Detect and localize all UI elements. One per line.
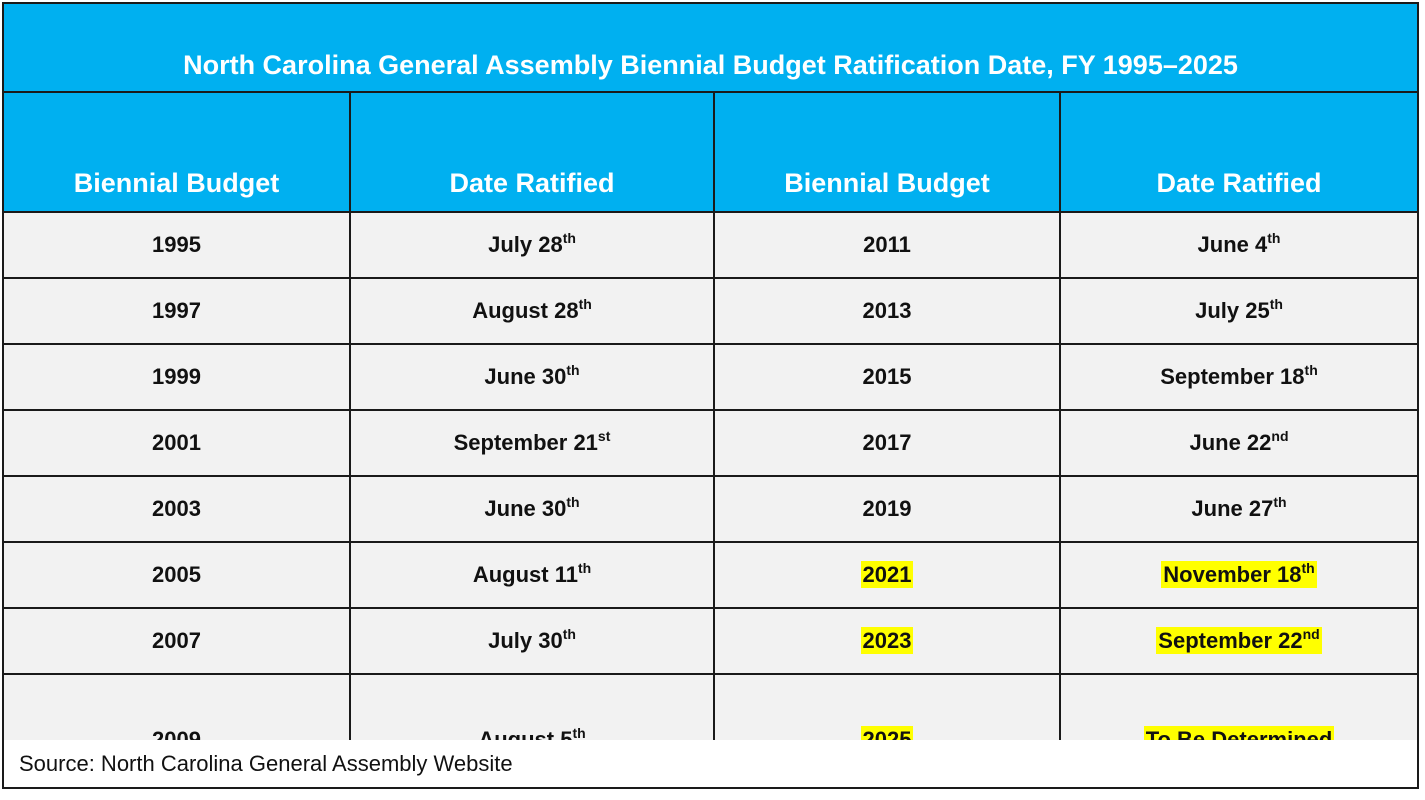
budget-year-cell: 2015 (713, 343, 1061, 411)
date-ratified-cell: June 30th (349, 475, 715, 543)
date-ratified-cell: August 11th (349, 541, 715, 609)
budget-year-cell: 2011 (713, 211, 1061, 279)
date-ratified-cell-highlighted: November 18th (1059, 541, 1417, 609)
budget-year-cell: 1999 (4, 343, 351, 411)
table-row: 2007 July 30th 2023 September 22nd (4, 607, 1417, 675)
table-row: 1999 June 30th 2015 September 18th (4, 343, 1417, 411)
date-ratified-cell: July 30th (349, 607, 715, 675)
budget-table: Biennial Budget Date Ratified Biennial B… (4, 93, 1417, 765)
header-biennial-budget-left: Biennial Budget (4, 93, 351, 213)
table-row: 2001 September 21st 2017 June 22nd (4, 409, 1417, 477)
date-ratified-cell-highlighted: September 22nd (1059, 607, 1417, 675)
budget-year-cell-highlighted: 2021 (713, 541, 1061, 609)
highlight-mark: September 22nd (1156, 626, 1322, 654)
highlight-mark: 2023 (860, 627, 914, 654)
source-note: Source: North Carolina General Assembly … (4, 740, 1417, 787)
budget-year-cell: 2007 (4, 607, 351, 675)
budget-year-cell: 2013 (713, 277, 1061, 345)
date-ratified-cell: September 18th (1059, 343, 1417, 411)
table-title: North Carolina General Assembly Biennial… (4, 4, 1417, 93)
budget-year-cell-highlighted: 2023 (713, 607, 1061, 675)
budget-year-cell: 2017 (713, 409, 1061, 477)
budget-year-cell: 2001 (4, 409, 351, 477)
header-row: Biennial Budget Date Ratified Biennial B… (4, 93, 1417, 213)
date-ratified-cell: September 21st (349, 409, 715, 477)
date-ratified-cell: August 28th (349, 277, 715, 345)
table-row: 2005 August 11th 2021 November 18th (4, 541, 1417, 609)
header-date-ratified-left: Date Ratified (349, 93, 715, 213)
highlight-mark: 2021 (860, 561, 914, 588)
budget-year-cell: 2019 (713, 475, 1061, 543)
budget-year-cell: 2009 (4, 673, 351, 765)
highlight-mark: November 18th (1161, 560, 1317, 588)
date-ratified-cell: June 27th (1059, 475, 1417, 543)
date-ratified-cell: July 25th (1059, 277, 1417, 345)
table-row: 1997 August 28th 2013 July 25th (4, 277, 1417, 345)
budget-year-cell: 2003 (4, 475, 351, 543)
header-date-ratified-right: Date Ratified (1059, 93, 1417, 213)
budget-year-cell: 1995 (4, 211, 351, 279)
date-ratified-cell: June 4th (1059, 211, 1417, 279)
budget-year-cell: 2005 (4, 541, 351, 609)
table-row: 2003 June 30th 2019 June 27th (4, 475, 1417, 543)
date-ratified-cell: June 30th (349, 343, 715, 411)
date-ratified-cell: July 28th (349, 211, 715, 279)
budget-table-figure: North Carolina General Assembly Biennial… (2, 2, 1419, 789)
table-row: 1995 July 28th 2011 June 4th (4, 211, 1417, 279)
budget-year-cell: 1997 (4, 277, 351, 345)
date-ratified-cell: June 22nd (1059, 409, 1417, 477)
header-biennial-budget-right: Biennial Budget (713, 93, 1061, 213)
